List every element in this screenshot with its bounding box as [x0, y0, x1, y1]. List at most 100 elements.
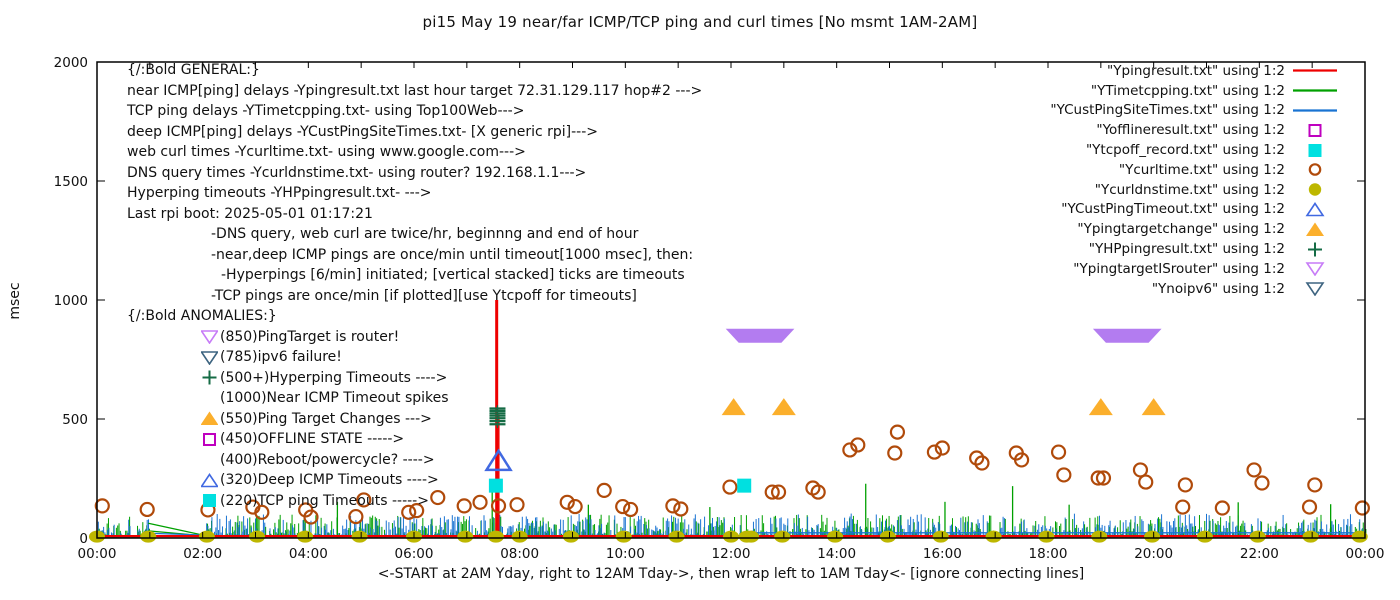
legend-marker-tri-down-open-icon — [1292, 261, 1338, 277]
annotation-text: Hyperping timeouts -YHPpingresult.txt- -… — [127, 185, 432, 201]
general-annotation-line: Hyperping timeouts -YHPpingresult.txt- -… — [127, 183, 702, 204]
y-tick-label: 0 — [79, 531, 88, 547]
legend-label: "Ycurldnstime.txt" using 1:2 — [1094, 181, 1285, 198]
plus-icon — [202, 370, 217, 385]
circle-open-icon — [1308, 163, 1322, 177]
y-tick-label: 1000 — [54, 293, 88, 309]
annotation-text: -Hyperpings [6/min] initiated; [vertical… — [221, 267, 685, 283]
legend-label: "Ypingtargetchange" using 1:2 — [1077, 221, 1285, 238]
tri-down-open-icon — [201, 350, 218, 365]
y-tick-label: 1500 — [54, 174, 88, 190]
tri-down-open-icon — [201, 350, 218, 365]
line-icon — [1293, 89, 1337, 92]
x-tick-label: 18:00 — [1029, 546, 1068, 562]
general-annotation-line: -near,deep ICMP pings are once/min until… — [127, 245, 702, 266]
x-tick-label: 00:00 — [78, 546, 117, 562]
anomaly-line: (450)OFFLINE STATE -----> — [127, 429, 449, 450]
legend-item: "Ypingtargetchange" using 1:2 — [980, 219, 1338, 239]
tri-up-filled-icon — [201, 411, 218, 426]
annotation-text: -near,deep ICMP pings are once/min until… — [211, 246, 694, 263]
x-tick-label: 12:00 — [712, 546, 751, 562]
plus-icon — [1308, 242, 1322, 257]
annotation-text: -TCP pings are once/min [if plotted][use… — [211, 287, 637, 304]
square-open-icon — [1308, 123, 1322, 137]
anomaly-text: (850)PingTarget is router! — [220, 328, 400, 345]
y-tick-label: 500 — [62, 412, 88, 428]
general-annotation-line: -Hyperpings [6/min] initiated; [vertical… — [127, 265, 702, 286]
legend-label: "Ycurltime.txt" using 1:2 — [1118, 161, 1285, 178]
legend-item: "Ynoipv6" using 1:2 — [980, 279, 1338, 299]
legend-item: "Ycurltime.txt" using 1:2 — [980, 160, 1338, 180]
legend-item: "Ypingresult.txt" using 1:2 — [980, 61, 1338, 81]
annotation-text: deep ICMP[ping] delays -YCustPingSiteTim… — [127, 123, 598, 140]
legend-item: "YCustPingSiteTimes.txt" using 1:2 — [980, 101, 1338, 121]
x-tick-label: 10:00 — [606, 546, 645, 562]
square-filled-icon — [203, 494, 216, 508]
dns-query-time-dots — [89, 530, 1368, 543]
anomaly-text: (220)TCP ping Timeouts -----> — [220, 492, 429, 509]
anomalies-header: {/:Bold ANOMALIES:} — [127, 308, 277, 324]
anomaly-text: (320)Deep ICMP Timeouts ----> — [220, 472, 439, 488]
general-annotation-line: {/:Bold GENERAL:} — [127, 60, 702, 81]
legend-marker-circle-open-icon — [1292, 162, 1338, 177]
general-annotation-line: near ICMP[ping] delays -Ypingresult.txt … — [127, 81, 702, 102]
x-tick-label: 04:00 — [289, 546, 328, 562]
tri-up-filled-icon — [1306, 222, 1324, 236]
anomaly-text: (450)OFFLINE STATE -----> — [220, 431, 405, 447]
square-open-icon — [201, 432, 218, 447]
general-annotation-line: web curl times -Ycurltime.txt- using www… — [127, 142, 702, 163]
legend-marker-plus-icon — [1292, 242, 1338, 257]
general-annotation-line: DNS query times -Ycurldnstime.txt- using… — [127, 163, 702, 184]
web-curl-time-points — [94, 424, 1370, 525]
line-icon — [1293, 69, 1337, 72]
tri-down-open-icon — [1305, 282, 1325, 297]
anomaly-text: (1000)Near ICMP Timeout spikes — [220, 390, 449, 406]
legend-label: "YHPpingresult.txt" using 1:2 — [1088, 241, 1285, 258]
plus-icon — [201, 370, 218, 385]
legend-marker-tri-up-filled-icon — [1292, 222, 1338, 237]
x-tick-label: 14:00 — [817, 546, 856, 562]
anomaly-line: (400)Reboot/powercycle? ----> — [127, 450, 449, 471]
tri-down-open-icon — [201, 330, 218, 345]
legend-marker-square-filled-icon — [1292, 143, 1338, 158]
x-tick-label: 20:00 — [1134, 546, 1173, 562]
x-tick-label: 08:00 — [500, 546, 539, 562]
legend-marker-circle-filled-icon — [1292, 182, 1338, 197]
annotation-text: -DNS query, web curl are twice/hr, begin… — [211, 226, 639, 242]
legend-marker-line-icon — [1292, 83, 1338, 98]
legend-label: "Ypingresult.txt" using 1:2 — [1107, 62, 1285, 79]
anomaly-text: (785)ipv6 failure! — [220, 349, 342, 365]
tri-down-open-icon — [201, 329, 218, 345]
general-annotation-block: {/:Bold GENERAL:} near ICMP[ping] delays … — [127, 60, 702, 306]
tri-up-filled-icon — [201, 411, 218, 426]
square-open-icon — [203, 432, 216, 446]
gap-connector-lines — [148, 522, 206, 537]
general-annotation-line: Last rpi boot: 2025-05-01 01:17:21 — [127, 204, 702, 225]
anomaly-line: (1000)Near ICMP Timeout spikes — [127, 388, 449, 409]
x-tick-label: 00:00 — [1346, 546, 1385, 562]
anomalies-annotation-block: {/:Bold ANOMALIES:} (850)PingTarget is ro… — [127, 306, 449, 511]
annotation-text: DNS query times -Ycurldnstime.txt- using… — [127, 164, 587, 181]
legend-item: "YTimetcpping.txt" using 1:2 — [980, 81, 1338, 101]
tri-up-open-icon — [201, 472, 218, 488]
annotation-text: Last rpi boot: 2025-05-01 01:17:21 — [127, 205, 373, 222]
anomaly-line: (220)TCP ping Timeouts -----> — [127, 491, 449, 512]
anomaly-line: (850)PingTarget is router! — [127, 327, 449, 348]
tri-up-open-icon — [1305, 202, 1325, 217]
square-filled-icon — [1308, 143, 1322, 157]
legend-label: "YCustPingTimeout.txt" using 1:2 — [1061, 201, 1285, 218]
tcp-ping-timeout-squares — [488, 478, 752, 493]
anomaly-text: (400)Reboot/powercycle? ----> — [220, 451, 435, 468]
square-filled-icon — [201, 493, 218, 508]
legend-label: "Ynoipv6" using 1:2 — [1151, 280, 1285, 297]
general-annotation-line: -TCP pings are once/min [if plotted][use… — [127, 286, 702, 307]
x-axis-label: <-START at 2AM Yday, right to 12AM Tday-… — [377, 566, 1085, 582]
legend: "Ypingresult.txt" using 1:2 "YTimetcpping… — [980, 61, 1338, 299]
x-tick-label: 22:00 — [1240, 546, 1279, 562]
tri-down-open-icon — [1305, 262, 1325, 277]
deep-icmp-timeout-triangles — [484, 448, 513, 472]
annotation-text: TCP ping delays -YTimetcpping.txt- using… — [127, 103, 525, 119]
legend-marker-line-icon — [1292, 63, 1338, 78]
x-tick-label: 06:00 — [395, 546, 434, 562]
